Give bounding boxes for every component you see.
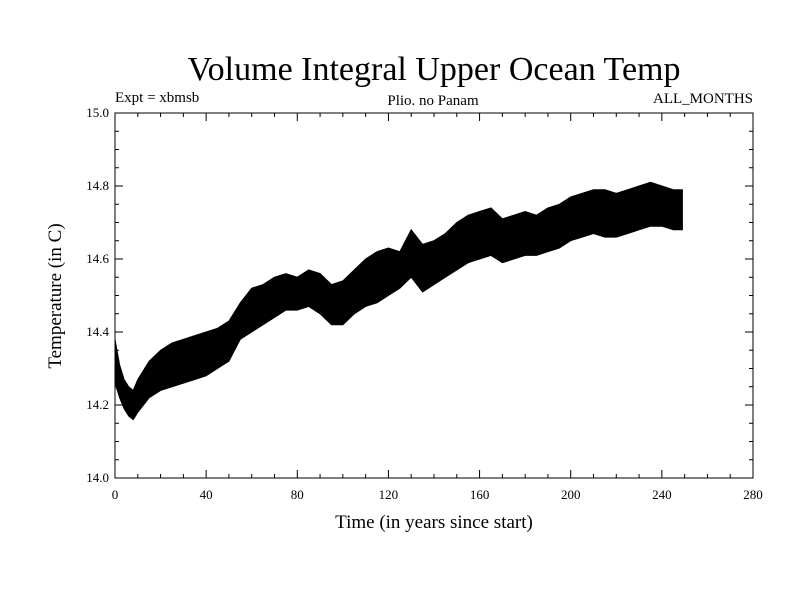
x-tick-label: 160 xyxy=(470,487,490,502)
x-tick-label: 280 xyxy=(743,487,763,502)
y-tick-label: 14.6 xyxy=(86,251,109,266)
x-tick-label: 200 xyxy=(561,487,581,502)
chart-title: Volume Integral Upper Ocean Temp xyxy=(188,51,681,88)
x-tick-label: 120 xyxy=(379,487,399,502)
x-tick-label: 240 xyxy=(652,487,672,502)
y-axis-label: Temperature (in C) xyxy=(45,223,66,368)
y-tick-label: 15.0 xyxy=(86,105,109,120)
y-tick-label: 14.4 xyxy=(86,324,109,339)
subtitle-center: Plio. no Panam xyxy=(387,93,479,109)
series-band-0 xyxy=(114,181,683,421)
x-tick-label: 0 xyxy=(112,487,119,502)
x-tick-label: 80 xyxy=(291,487,304,502)
y-tick-label: 14.2 xyxy=(86,397,109,412)
plot-area xyxy=(114,181,683,421)
subtitle-left: Expt = xbmsb xyxy=(115,90,199,106)
y-tick-label: 14.8 xyxy=(86,178,109,193)
plot-frame xyxy=(114,112,754,479)
subtitle-right: ALL_MONTHS xyxy=(653,91,753,107)
x-tick-label: 40 xyxy=(200,487,213,502)
axes: 0 40 80 120 160 200 240 280 14.0 14.2 14.4 14.6 14.8… xyxy=(86,105,763,502)
x-axis-label: Time (in years since start) xyxy=(335,512,533,533)
y-tick-label: 14.0 xyxy=(86,470,109,485)
